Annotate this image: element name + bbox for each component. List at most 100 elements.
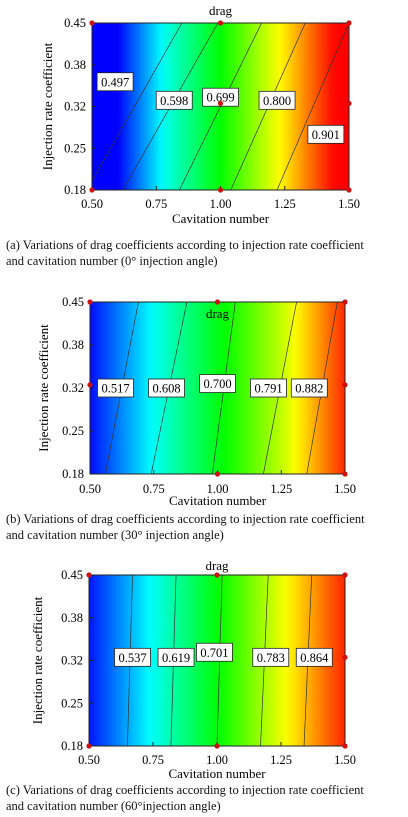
x-axis-label: Cavitation number [172, 211, 270, 226]
y-tick-label: 0.45 [61, 568, 83, 582]
contour-label: 0.598 [160, 94, 188, 108]
sample-point-marker [342, 471, 348, 477]
contour-label: 0.700 [203, 377, 231, 391]
caption-b: (b) Variations of drag coefficients acco… [6, 511, 406, 543]
y-tick-label: 0.32 [64, 100, 86, 114]
x-tick-label: 0.50 [79, 482, 101, 496]
caption-line: and cavitation number (60°injection angl… [6, 799, 221, 813]
sample-point-marker [87, 382, 93, 388]
contour-line [276, 23, 349, 190]
contour-label-box [96, 72, 134, 92]
x-tick-label: 1.25 [274, 197, 296, 211]
x-tick-label: 0.50 [78, 753, 100, 767]
sample-point-marker [86, 572, 92, 578]
y-axis-label: Injection rate coefficient [36, 324, 51, 452]
y-tick-label: 0.18 [64, 183, 86, 197]
sample-point-marker [346, 187, 352, 193]
contour-label-box [157, 647, 195, 667]
sample-point-marker [217, 187, 224, 193]
contour-label: 0.537 [118, 651, 146, 665]
x-tick-label: 1.00 [207, 482, 229, 496]
figure-b: drag 0.50 0.75 1.00 1.25 1.50 0.18 0.25 0.32 0.38… [0, 275, 408, 545]
contour-label-box [114, 647, 151, 667]
drag-contour-chart-a: drag 0.50 0.75 1.00 1.25 1.50 0.18 0.25 0.32 0.38… [40, 3, 360, 226]
caption-line: (c) Variations of drag coefficients acco… [6, 783, 364, 797]
y-tick-label: 0.18 [62, 467, 84, 481]
contour-label: 0.783 [257, 651, 285, 665]
x-tick-label: 0.75 [142, 753, 164, 767]
caption-line: (b) Variations of drag coefficients acco… [6, 512, 365, 526]
y-tick-label: 0.32 [61, 654, 83, 668]
drag-contour-chart-c: drag 0.50 0.75 1.00 1.25 1.50 0.18 0.25 0.32 0.38… [30, 558, 356, 781]
sample-point-marker [214, 572, 220, 578]
caption-line: and cavitation number (0° injection angl… [6, 254, 218, 268]
contour-label-box [258, 90, 296, 110]
caption-line: and cavitation number (30° injection ang… [6, 528, 224, 542]
figure-c: drag 0.50 0.75 1.00 1.25 1.50 0.18 0.25 0.32 0.38… [0, 545, 408, 817]
sample-point-marker [214, 471, 221, 477]
chart-title: drag [206, 306, 230, 321]
sample-point-marker [346, 20, 352, 26]
drag-contour-chart-b: drag 0.50 0.75 1.00 1.25 1.50 0.18 0.25 0.32 0.38… [36, 295, 356, 508]
sample-point-marker [342, 382, 348, 388]
contour-label: 0.701 [200, 646, 228, 660]
contour-label: 0.517 [101, 382, 129, 396]
sample-point-marker [346, 100, 352, 107]
figure-a: drag 0.50 0.75 1.00 1.25 1.50 0.18 0.25 0.32 0.38… [0, 0, 408, 275]
sample-point-marker [214, 743, 220, 749]
contour-label: 0.864 [300, 651, 329, 665]
contour-label: 0.882 [295, 382, 323, 396]
x-axis-label: Cavitation number [169, 493, 267, 508]
y-tick-label: 0.25 [64, 141, 86, 155]
contour-label-box [307, 124, 345, 144]
y-tick-label: 0.45 [62, 295, 84, 309]
y-tick-label: 0.38 [61, 611, 83, 625]
contour-label-box [97, 378, 134, 398]
caption-c: (c) Variations of drag coefficients acco… [6, 782, 406, 814]
contour-label: 0.497 [101, 75, 129, 89]
contour-label: 0.791 [254, 382, 282, 396]
sample-point-marker [342, 299, 348, 305]
sample-point-marker [342, 572, 348, 578]
y-axis-label: Injection rate coefficient [30, 596, 45, 724]
chart-title: drag [205, 558, 229, 573]
contour-line [92, 23, 183, 182]
sample-point-marker [89, 187, 95, 193]
y-tick-label: 0.25 [61, 696, 83, 710]
contour-label-box [199, 374, 236, 393]
sample-point-marker [89, 20, 95, 26]
y-tick-label: 0.25 [62, 424, 84, 438]
contour-label: 0.699 [206, 91, 234, 105]
y-tick-label: 0.18 [61, 739, 83, 753]
x-tick-label: 1.50 [334, 482, 356, 496]
x-tick-label: 0.75 [143, 482, 165, 496]
contour-label-box [290, 378, 328, 398]
contour-label-box [202, 87, 239, 107]
contour-label-box [252, 647, 290, 667]
x-tick-label: 1.25 [270, 482, 292, 496]
contour-label-box [295, 647, 333, 667]
caption-a: (a) Variations of drag coefficients acco… [6, 237, 406, 269]
x-tick-label: 1.50 [338, 197, 360, 211]
contour-label: 0.608 [152, 382, 180, 396]
y-tick-label: 0.32 [62, 381, 84, 395]
y-tick-label: 0.38 [62, 338, 84, 352]
contour-label-box [155, 90, 193, 110]
x-tick-label: 0.50 [81, 197, 103, 211]
x-tick-label: 1.00 [210, 197, 232, 211]
y-tick-label: 0.38 [64, 58, 86, 72]
contour-label-box [148, 378, 185, 398]
x-tick-label: 0.75 [145, 197, 167, 211]
chart-title: drag [209, 3, 233, 18]
contour-label-box [196, 642, 233, 662]
caption-line: (a) Variations of drag coefficients acco… [6, 238, 364, 252]
contour-label: 0.800 [263, 94, 291, 108]
sample-point-marker [87, 299, 93, 305]
sample-point-marker [342, 743, 348, 749]
x-tick-label: 1.25 [270, 753, 292, 767]
sample-point-marker [217, 100, 224, 107]
x-tick-label: 1.00 [206, 753, 228, 767]
sample-point-marker [217, 20, 224, 26]
sample-point-marker [86, 743, 92, 749]
sample-point-marker [214, 299, 221, 305]
